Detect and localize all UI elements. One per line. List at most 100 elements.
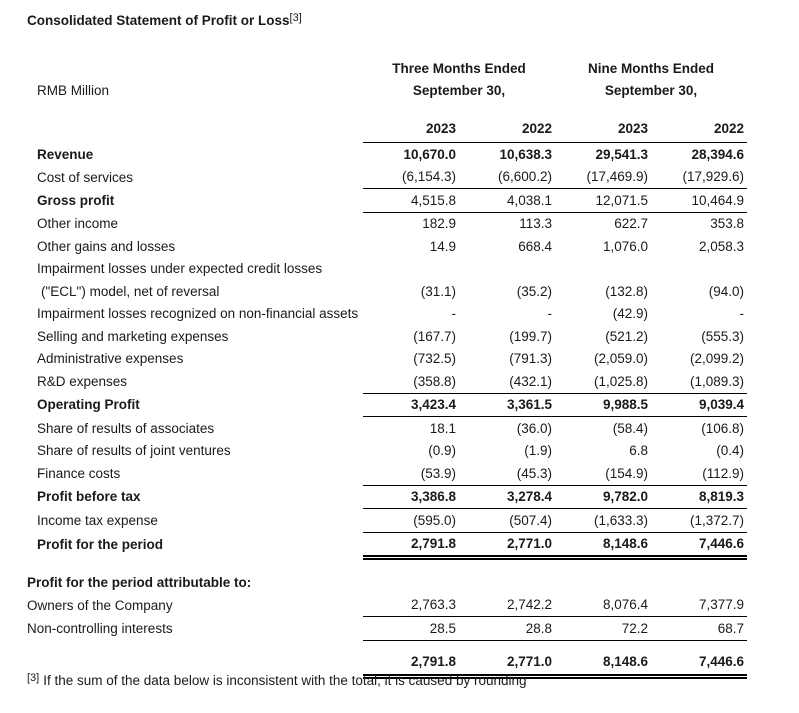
row-value: 10,638.3 — [499, 146, 553, 162]
row-value: 9,988.5 — [555, 393, 652, 417]
row-value — [555, 571, 651, 594]
row-value: (45.3) — [459, 462, 556, 486]
row-value: (2,059.0) — [593, 351, 649, 367]
row-value: (1,633.3) — [555, 508, 652, 533]
row-value: (167.7) — [413, 328, 456, 344]
row-value: 28.5 — [363, 616, 459, 641]
row-label: Other gains and losses — [37, 238, 176, 254]
table-row: Impairment losses under expected credit … — [27, 258, 747, 281]
table-row: Share of results of joint ventures (0.9) (… — [27, 440, 747, 463]
row-value: (154.9) — [555, 462, 652, 486]
row-value: (94.0) — [708, 283, 745, 299]
row-value: 68.7 — [651, 616, 748, 641]
footnote-text: If the sum of the data below is inconsis… — [43, 673, 527, 688]
row-value: (58.4) — [612, 420, 649, 436]
row-value: 10,464.9 — [651, 188, 748, 213]
row-value — [459, 258, 555, 281]
table-row: Share of results of associates 18.1 (36.0)… — [27, 417, 747, 440]
period-date-three-months: September 30, — [412, 82, 506, 98]
period-group-nine-months: Nine Months Ended — [588, 60, 715, 76]
table-row: Profit before tax 3,386.8 3,278.4 9,782.0 8,… — [27, 485, 748, 509]
row-label: Administrative expenses — [37, 351, 184, 367]
row-value: 2,791.8 — [363, 640, 459, 679]
row-label: Owners of the Company — [27, 597, 173, 613]
row-value: 2,771.0 — [459, 640, 556, 679]
row-value: 8,148.6 — [555, 532, 652, 560]
row-value: 10,670.0 — [403, 146, 456, 162]
row-value: 7,377.9 — [651, 593, 748, 617]
row-value: 28,394.6 — [691, 146, 745, 162]
row-label: Other income — [37, 216, 119, 231]
row-value: (17,929.6) — [651, 165, 748, 189]
row-label: Cost of services — [37, 169, 134, 185]
row-label: Share of results of associates — [37, 420, 215, 436]
row-value: (17,469.9) — [555, 165, 652, 189]
row-value: (0.4) — [716, 443, 745, 459]
row-value: 113.3 — [519, 216, 553, 232]
row-value: 9,039.4 — [651, 393, 748, 417]
row-value: 7,446.6 — [651, 532, 748, 560]
row-label: Non-controlling interests — [27, 620, 173, 636]
row-value: (555.3) — [701, 328, 745, 344]
row-value: 8,076.4 — [555, 593, 652, 617]
row-value: (31.1) — [420, 283, 456, 299]
table-row: Owners of the Company 2,763.3 2,742.2 8,076… — [27, 593, 748, 617]
row-value: (2,099.2) — [689, 351, 745, 367]
table-row: Selling and marketing expenses (167.7) (19… — [27, 325, 747, 348]
row-label: Finance costs — [37, 466, 121, 481]
row-label: Profit for the period attributable to: — [27, 574, 252, 590]
period-subtitle-row: RMB Million September 30, September 30, — [27, 79, 747, 101]
row-value: 2,791.8 — [363, 532, 459, 560]
row-value — [363, 258, 459, 281]
row-value: (132.8) — [605, 283, 649, 299]
year-header: 2023 — [363, 101, 459, 143]
row-value: 2,763.3 — [363, 593, 459, 617]
row-label: Income tax expense — [37, 512, 158, 528]
row-value: - — [739, 306, 745, 322]
table-row: Income tax expense (595.0) (507.4) (1,633.3… — [27, 508, 748, 533]
row-label: Profit before tax — [37, 489, 141, 505]
row-value: - — [451, 306, 457, 322]
footnote: [3] If the sum of the data below is incon… — [27, 672, 527, 688]
row-value: (732.5) — [413, 351, 456, 367]
row-value — [651, 258, 747, 281]
row-value: 18.1 — [429, 420, 456, 436]
row-value: 28.8 — [459, 616, 556, 641]
row-value: (36.0) — [516, 420, 553, 436]
table-body: Revenue 10,670.0 10,638.3 29,541.3 28,394.6 C… — [27, 143, 748, 679]
row-label: ("ECL") model, net of reversal — [41, 283, 220, 299]
footnote-ref: [3] — [27, 672, 40, 684]
row-value: 1,076.0 — [602, 238, 649, 254]
row-label: Impairment losses under expected credit … — [37, 261, 323, 277]
row-value: 668.4 — [518, 238, 553, 254]
table-row: Profit for the period 2,791.8 2,771.0 8,148… — [27, 532, 748, 560]
table-row: Other gains and losses 14.9 668.4 1,076.0 2,… — [27, 235, 747, 258]
row-value: (507.4) — [459, 508, 556, 533]
row-label: Revenue — [37, 146, 94, 162]
row-value: 8,148.6 — [555, 640, 652, 679]
row-value: 4,038.1 — [459, 188, 556, 213]
row-value: (1.9) — [524, 443, 553, 459]
spacer-row — [27, 558, 747, 572]
row-label — [27, 640, 363, 676]
row-value: - — [547, 306, 553, 322]
row-label: Impairment losses recognized on non-fina… — [37, 306, 359, 322]
row-value: (1,025.8) — [555, 370, 652, 394]
row-value: 4,515.8 — [363, 188, 459, 213]
unit-label: RMB Million — [37, 82, 110, 98]
row-label: R&D expenses — [37, 374, 128, 389]
row-value: (791.3) — [509, 351, 553, 367]
year-header: 2022 — [651, 101, 748, 143]
row-value: (1,372.7) — [651, 508, 748, 533]
table-row: Administrative expenses (732.5) (791.3) (2,… — [27, 348, 747, 371]
period-date-nine-months: September 30, — [604, 82, 698, 98]
row-value: 3,423.4 — [363, 393, 459, 417]
row-value: 3,361.5 — [459, 393, 556, 417]
table-row: Operating Profit 3,423.4 3,361.5 9,988.5 9,0… — [27, 393, 748, 417]
empty-cell — [27, 101, 363, 143]
empty-cell — [27, 57, 363, 79]
row-value: 9,782.0 — [555, 485, 652, 509]
row-value: (6,600.2) — [459, 165, 556, 189]
row-value: 2,771.0 — [459, 532, 556, 560]
